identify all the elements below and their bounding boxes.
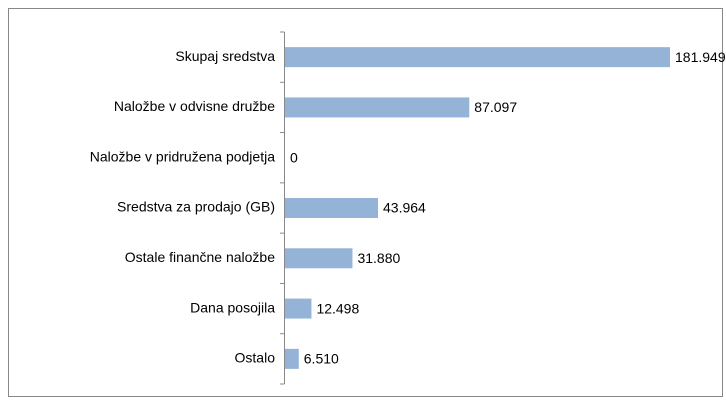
bar	[285, 248, 353, 269]
y-tick-label: Sredstva za prodajo (GB)	[117, 199, 275, 215]
data-label: 31.880	[357, 250, 400, 266]
bar	[285, 348, 299, 369]
data-label: 181.949	[675, 49, 726, 65]
bar	[285, 47, 670, 68]
y-tick-label: Skupaj sredstva	[175, 48, 275, 64]
y-tick-label: Ostalo	[235, 350, 276, 366]
data-label: 0	[290, 149, 298, 165]
y-tick-label: Ostale finančne naložbe	[125, 249, 275, 265]
data-label: 43.964	[383, 200, 426, 216]
data-label: 12.498	[316, 300, 359, 316]
data-label: 87.097	[474, 99, 517, 115]
data-label: 6.510	[304, 351, 339, 367]
y-tick-label: Naložbe v pridružena podjetja	[90, 148, 275, 164]
bar	[285, 97, 470, 118]
bar	[285, 298, 312, 319]
y-tick-label: Naložbe v odvisne družbe	[114, 98, 275, 114]
bar	[285, 198, 379, 218]
y-tick-label: Dana posojila	[190, 299, 275, 315]
